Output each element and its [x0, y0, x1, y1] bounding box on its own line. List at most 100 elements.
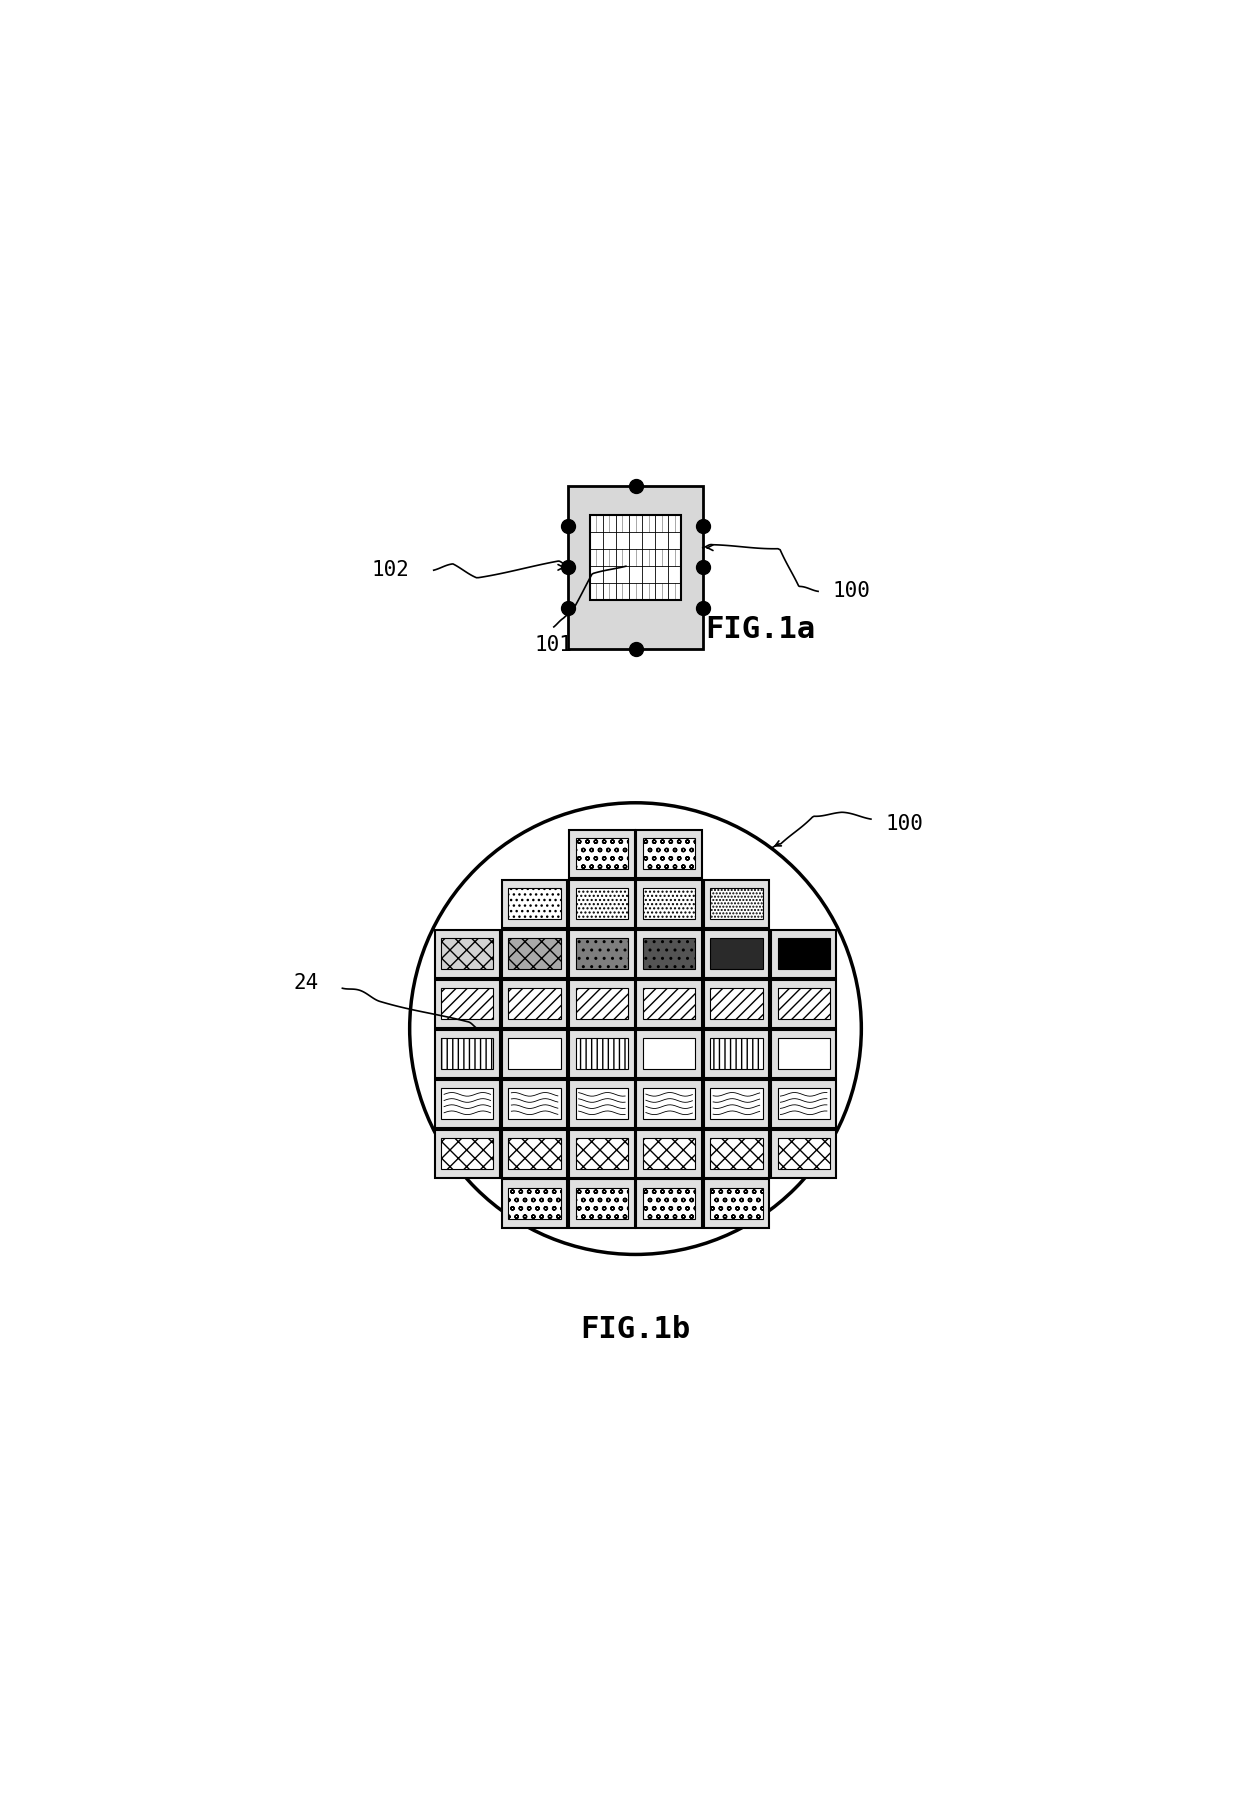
Circle shape — [409, 804, 862, 1254]
Bar — [569, 980, 635, 1027]
Bar — [508, 1138, 560, 1169]
Bar — [711, 1038, 763, 1069]
Bar — [704, 980, 769, 1027]
Bar — [644, 889, 696, 920]
Text: 100: 100 — [885, 814, 924, 834]
Bar — [575, 989, 627, 1020]
Bar — [644, 1138, 696, 1169]
Bar — [644, 989, 696, 1020]
Bar — [636, 1029, 702, 1078]
Bar — [508, 889, 560, 920]
Bar — [502, 929, 567, 978]
Bar — [644, 1138, 696, 1169]
Text: 101: 101 — [534, 634, 573, 654]
Bar — [575, 1189, 627, 1218]
Bar — [771, 1080, 836, 1127]
Bar — [644, 889, 696, 920]
Bar — [711, 989, 763, 1020]
Bar — [508, 1089, 560, 1118]
Bar — [569, 1180, 635, 1227]
Bar — [575, 889, 627, 920]
Bar — [441, 1089, 494, 1118]
Bar — [508, 1189, 560, 1218]
Bar — [508, 889, 560, 920]
Bar — [569, 829, 635, 878]
Bar — [711, 938, 763, 969]
Bar — [508, 938, 560, 969]
Bar — [644, 1038, 696, 1069]
Bar — [435, 1029, 500, 1078]
Bar — [644, 938, 696, 969]
Bar — [777, 1038, 830, 1069]
Bar — [568, 485, 703, 649]
Bar — [777, 1138, 830, 1169]
Bar — [435, 980, 500, 1027]
Bar — [644, 1189, 696, 1218]
Bar — [502, 1029, 567, 1078]
Bar — [636, 980, 702, 1027]
Bar — [704, 1080, 769, 1127]
Bar — [441, 1038, 494, 1069]
Bar — [435, 1080, 500, 1127]
Bar — [636, 1080, 702, 1127]
Bar — [508, 938, 560, 969]
Bar — [441, 989, 494, 1020]
Text: FIG.1a: FIG.1a — [706, 614, 816, 644]
Bar — [711, 1089, 763, 1118]
Bar — [711, 1189, 763, 1218]
Bar — [508, 1038, 560, 1069]
Bar — [575, 889, 627, 920]
Bar — [569, 880, 635, 927]
Bar — [575, 1089, 627, 1118]
Bar — [644, 1089, 696, 1118]
Bar — [575, 1038, 627, 1069]
Bar — [771, 1029, 836, 1078]
Bar — [502, 1080, 567, 1127]
Bar — [777, 989, 830, 1020]
Bar — [704, 1029, 769, 1078]
Bar — [575, 938, 627, 969]
Bar — [441, 938, 494, 969]
Bar — [569, 1129, 635, 1178]
Bar — [777, 938, 830, 969]
Bar — [704, 1129, 769, 1178]
Bar — [704, 880, 769, 927]
Bar — [704, 1180, 769, 1227]
Bar — [508, 989, 560, 1020]
Text: 24: 24 — [293, 973, 319, 993]
Bar — [441, 989, 494, 1020]
Text: 100: 100 — [832, 582, 870, 602]
Bar — [508, 1038, 560, 1069]
Bar — [569, 1029, 635, 1078]
Bar — [636, 1129, 702, 1178]
Bar — [644, 838, 696, 869]
Bar — [569, 929, 635, 978]
Bar — [711, 889, 763, 920]
Bar — [575, 838, 627, 869]
Bar — [502, 1180, 567, 1227]
Text: FIG.1b: FIG.1b — [580, 1314, 691, 1344]
Bar — [435, 929, 500, 978]
Bar — [711, 1138, 763, 1169]
Bar — [508, 1189, 560, 1218]
Bar — [502, 1129, 567, 1178]
Bar — [777, 1138, 830, 1169]
Bar — [575, 1138, 627, 1169]
Bar — [636, 1180, 702, 1227]
Bar — [508, 989, 560, 1020]
Bar — [644, 1038, 696, 1069]
Bar — [704, 929, 769, 978]
Bar — [711, 1189, 763, 1218]
Bar — [502, 880, 567, 927]
Bar — [636, 829, 702, 878]
Bar — [575, 838, 627, 869]
Bar — [771, 1129, 836, 1178]
Bar — [711, 989, 763, 1020]
Bar — [644, 989, 696, 1020]
Bar — [575, 938, 627, 969]
Bar — [636, 929, 702, 978]
Bar — [777, 1089, 830, 1118]
Bar — [575, 1189, 627, 1218]
Bar — [508, 1138, 560, 1169]
Text: 102: 102 — [372, 560, 409, 580]
